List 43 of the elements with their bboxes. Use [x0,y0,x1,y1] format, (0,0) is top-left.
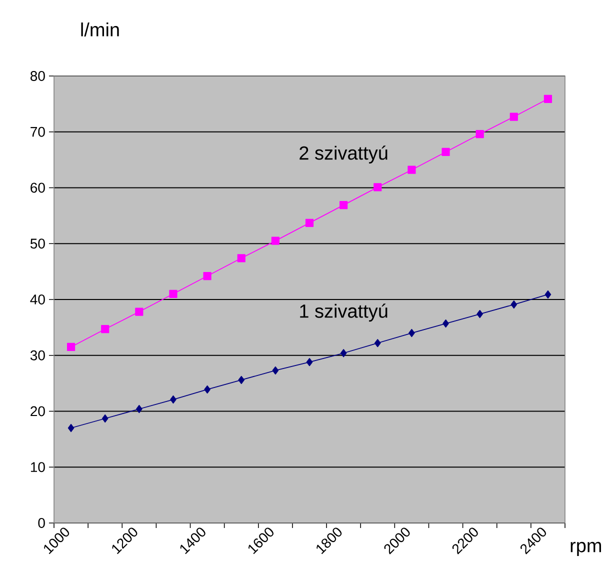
point [135,308,144,316]
point [306,358,313,366]
point [442,148,450,156]
point [101,325,110,334]
point [68,424,74,432]
point [204,385,210,394]
point [476,130,484,138]
point [510,300,518,309]
y-tick-label: 70 [30,126,45,137]
point [544,290,552,299]
y-tick-label: 40 [30,294,45,304]
y-tick-label: 60 [30,182,45,193]
point [476,310,483,318]
point [169,290,178,298]
point [374,339,381,348]
point [340,201,348,210]
series-label: 2 szivattyú [300,146,388,164]
point [170,395,176,404]
point [136,404,142,414]
y-axis-title: l/min [81,22,119,36]
point [544,94,552,103]
point [340,349,347,358]
y-tick-label: 10 [30,462,45,472]
point [272,366,279,374]
x-axis-title: rpm [570,542,601,556]
point [374,183,382,192]
point [238,376,245,384]
series-label: 1 szivattyú [300,304,388,322]
point [66,342,76,352]
y-tick-label: 0 [38,518,45,528]
point [102,414,108,423]
point [408,328,415,338]
y-tick-label: 50 [30,238,45,249]
point [408,166,416,174]
point [305,218,314,227]
point [237,254,246,262]
point [442,319,449,328]
point [203,272,212,280]
point [510,112,518,121]
y-tick-label: 20 [30,406,45,416]
y-tick-label: 30 [30,350,45,360]
point [271,236,280,245]
y-tick-label: 80 [30,71,45,81]
